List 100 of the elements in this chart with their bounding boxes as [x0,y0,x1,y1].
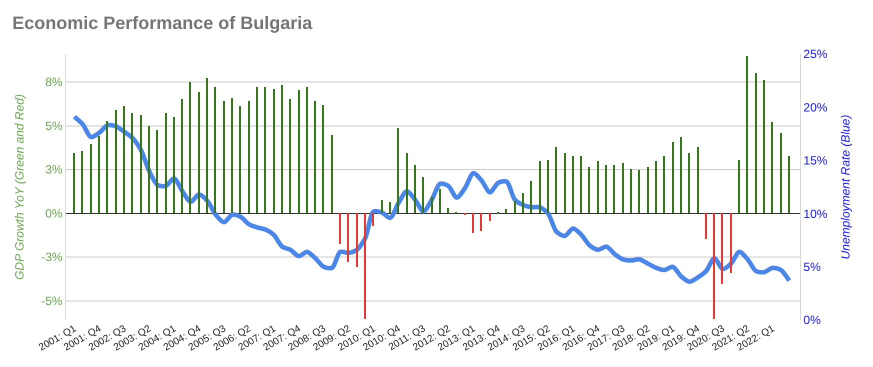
bar [206,78,208,213]
bar [73,153,75,213]
bar [738,160,740,213]
bar [422,177,424,213]
y-axis-title: GDP Growth YoY (Green and Red) [12,94,27,280]
y-tick-label: 0% [45,206,63,220]
bar [339,213,341,244]
bar [746,56,748,213]
bar [115,110,117,213]
bar [123,106,125,213]
bar [214,87,216,213]
bar [522,193,524,213]
bar [480,213,482,231]
bar [505,209,507,213]
bar [140,115,142,213]
bar [588,167,590,213]
y2-tick-label: 25% [803,47,828,62]
bar [472,213,474,233]
y2-tick-label: 20% [803,100,828,114]
bar [264,87,266,213]
bar [580,156,582,213]
bar [414,165,416,213]
line-series [72,114,792,284]
bar [680,137,682,213]
bar [156,130,158,213]
bar [705,213,707,239]
bar [181,99,183,213]
bar [663,156,665,213]
bar [106,121,108,213]
bar [298,90,300,213]
bar [273,89,275,213]
bar [306,87,308,213]
bar [605,165,607,213]
bar [530,181,532,213]
bar [356,213,358,267]
bar [364,213,366,319]
y-tick-label: 5% [45,118,63,133]
bar [131,113,133,213]
bar [721,213,723,284]
bar [189,82,191,213]
bar [231,98,233,213]
bar [248,101,250,213]
y2-tick-label: 15% [803,154,828,168]
bar [780,133,782,213]
y-tick-label: 8% [45,75,63,90]
bar [148,126,150,213]
bar [771,122,773,213]
bar [713,213,715,319]
bar [763,80,765,213]
bar [281,85,283,213]
bar [788,156,790,213]
bar [572,156,574,213]
bar [389,202,391,213]
bar [90,144,92,213]
bar [622,163,624,213]
bar [256,87,258,213]
y-tick-label: 3% [45,162,63,177]
bar [98,136,100,213]
bar [555,147,557,213]
bar [638,170,640,213]
bar [539,161,541,213]
bar [655,161,657,213]
bar [730,213,732,273]
y-tick-label: -5% [41,294,63,308]
y-tick-label: -3% [41,250,63,264]
bar [630,169,632,213]
bar [372,213,374,226]
bar [597,161,599,213]
bar [239,106,241,213]
bar [198,92,200,213]
bar [613,165,615,213]
y2-axis-title: Unemployment Rate (Blue) [838,114,853,260]
bar [514,201,516,213]
chart-title: Economic Performance of Bulgaria [12,13,314,34]
bar [439,189,441,213]
bar [431,197,433,213]
bar [688,153,690,213]
bar [289,99,291,213]
bar [447,208,449,213]
bar [223,101,225,213]
bar [314,101,316,213]
y2-tick-label: 10% [803,206,828,221]
bar [397,128,399,213]
bar [697,147,699,213]
bar [672,142,674,213]
y2-tick-label: 0% [803,313,822,328]
bar [81,151,83,213]
bar [331,135,333,213]
bar [564,153,566,213]
bar [547,160,549,213]
bar [755,73,757,213]
bar [406,153,408,213]
bar [322,105,324,213]
bar [347,213,349,262]
bar [165,113,167,213]
bar [173,117,175,213]
bar [381,200,383,213]
bar [489,213,491,221]
y2-tick-label: 5% [803,260,822,274]
bar [647,167,649,213]
